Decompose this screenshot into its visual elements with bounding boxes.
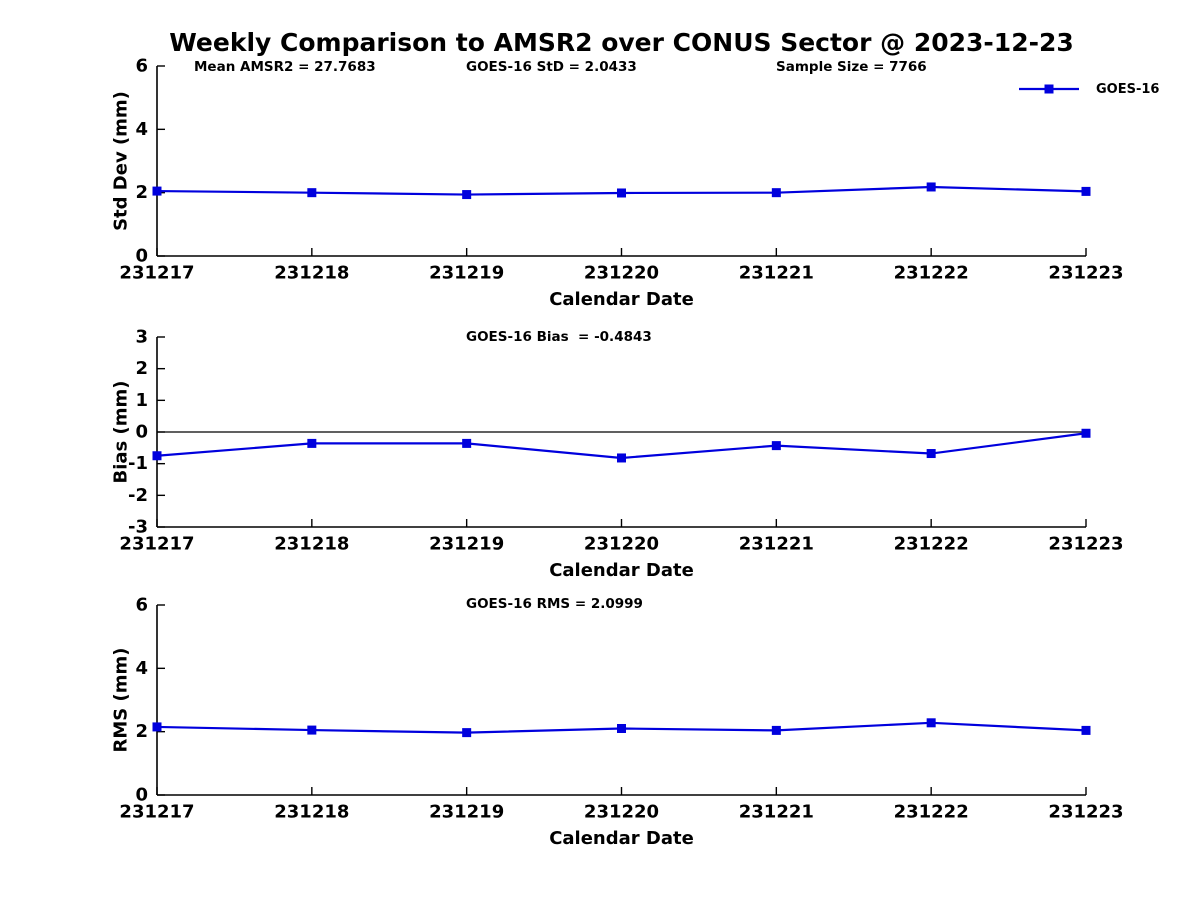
data-point-marker — [152, 722, 162, 732]
x-tick-label: 231217 — [119, 802, 194, 823]
x-tick-label: 231223 — [1048, 534, 1123, 555]
subplot-bias: -3 -2 -1 0 1 2 3 231217 231218 231219 231220 231221… — [119, 327, 1123, 555]
x-tick-label: 231221 — [739, 534, 814, 555]
data-point-marker — [307, 188, 317, 198]
x-tick-label: 231221 — [739, 263, 814, 284]
x-tick-label: 231221 — [739, 802, 814, 823]
x-tick-label: 231217 — [119, 534, 194, 555]
x-tick-label: 231222 — [894, 802, 969, 823]
x-tick-label: 231218 — [274, 534, 349, 555]
data-point-marker — [462, 728, 472, 738]
xlabel-calendar-date-3: Calendar Date — [549, 828, 694, 849]
data-point-marker — [307, 438, 317, 448]
data-point-marker — [1081, 186, 1091, 196]
x-tick-label: 231220 — [584, 263, 659, 284]
data-point-marker — [462, 190, 472, 200]
annotation-mean-amsr2: Mean AMSR2 = 27.7683 — [194, 59, 376, 75]
x-tick-label: 231222 — [894, 534, 969, 555]
data-point-marker — [771, 441, 781, 451]
data-point-marker — [926, 718, 936, 728]
x-tick-label: 231220 — [584, 534, 659, 555]
subplot-std-dev: 0 2 4 6 231217 231218 231219 231220 231221 231222… — [119, 56, 1123, 284]
y-tick-label: 0 — [135, 422, 148, 443]
x-tick-label: 231223 — [1048, 263, 1123, 284]
x-tick-label: 231217 — [119, 263, 194, 284]
annotation-sample-size: Sample Size = 7766 — [776, 59, 927, 75]
data-point-marker — [462, 438, 472, 448]
x-tick-label: 231218 — [274, 263, 349, 284]
data-point-marker — [617, 188, 626, 198]
x-tick-label: 231220 — [584, 802, 659, 823]
data-point-marker — [152, 451, 162, 461]
y-tick-label: 2 — [135, 721, 148, 742]
legend: GOES-16 — [1018, 80, 1159, 98]
annotation-goes16-bias: GOES-16 Bias = -0.4843 — [466, 329, 652, 345]
data-point-marker — [926, 182, 936, 192]
y-tick-label: -3 — [128, 517, 148, 538]
figure-title: Weekly Comparison to AMSR2 over CONUS Se… — [169, 28, 1074, 57]
y-tick-label: 6 — [135, 595, 148, 616]
x-tick-label: 231219 — [429, 802, 504, 823]
data-point-marker — [771, 725, 781, 735]
data-point-marker — [771, 188, 781, 198]
legend-label: GOES-16 — [1096, 81, 1160, 97]
y-tick-label: 6 — [135, 56, 148, 77]
legend-square-marker-icon — [1044, 84, 1054, 94]
y-tick-label: 2 — [135, 182, 148, 203]
annotation-goes16-std: GOES-16 StD = 2.0433 — [466, 59, 637, 75]
data-point-marker — [617, 453, 626, 463]
y-tick-label: 4 — [135, 658, 148, 679]
x-tick-label: 231223 — [1048, 802, 1123, 823]
y-tick-label: 0 — [135, 785, 148, 806]
x-tick-label: 231219 — [429, 263, 504, 284]
data-point-marker — [1081, 428, 1091, 438]
subplot-rms: 0 2 4 6 231217 231218 231219 231220 231221 231222… — [119, 595, 1123, 823]
xlabel-calendar-date-1: Calendar Date — [549, 289, 694, 310]
data-point-marker — [926, 449, 936, 459]
y-tick-label: 1 — [135, 390, 148, 411]
data-point-marker — [152, 186, 162, 196]
y-tick-label: 2 — [135, 358, 148, 379]
y-tick-label: 4 — [135, 119, 148, 140]
x-tick-label: 231222 — [894, 263, 969, 284]
legend-line-sample — [1019, 84, 1079, 94]
xlabel-calendar-date-2: Calendar Date — [549, 560, 694, 581]
data-point-marker — [307, 725, 317, 735]
data-point-marker — [617, 724, 626, 733]
x-tick-label: 231218 — [274, 802, 349, 823]
y-tick-label: 3 — [135, 327, 148, 348]
x-tick-label: 231219 — [429, 534, 504, 555]
y-tick-label: 0 — [135, 246, 148, 267]
y-tick-label: -1 — [128, 453, 148, 474]
annotation-goes16-rms: GOES-16 RMS = 2.0999 — [466, 596, 643, 612]
y-tick-label: -2 — [128, 485, 148, 506]
data-point-marker — [1081, 725, 1091, 735]
